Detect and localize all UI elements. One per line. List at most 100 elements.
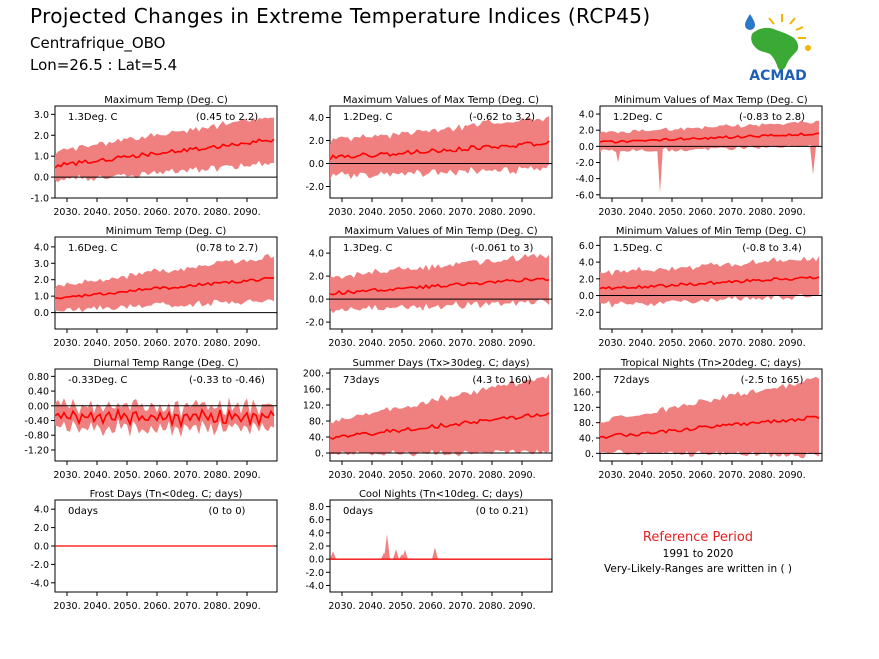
y-tick-label: 0.00 <box>28 401 49 412</box>
y-tick-label: -1.20 <box>24 445 49 456</box>
y-tick-label: 2.0 <box>309 136 324 147</box>
y-tick-label: 0.0 <box>34 542 49 553</box>
x-tick-label: 2090. <box>778 338 805 349</box>
x-tick-label: 2060. <box>418 338 445 349</box>
x-tick-label: 2060. <box>418 470 445 481</box>
y-tick-label: 2.0 <box>579 274 594 285</box>
y-tick-label: -2.0 <box>305 568 324 579</box>
chart-panel: -4.0 -2.0 0.0 2.0 4.0 2030. 2040. 2050. 2060. 207… <box>30 489 278 612</box>
y-tick-label: 6.0 <box>309 515 324 526</box>
raindrop-icon <box>745 14 755 30</box>
x-tick-label: 2040. <box>358 338 385 349</box>
likely-range-band <box>600 376 819 459</box>
chart-title: Minimum Values of Min Temp (Deg. C) <box>616 226 806 237</box>
x-tick-label: 2040. <box>83 470 110 481</box>
africa-map-logo: ACMAD <box>745 14 811 84</box>
x-tick-label: 2080. <box>748 207 775 218</box>
extreme-spike <box>330 551 336 560</box>
x-tick-label: 2080. <box>203 338 230 349</box>
x-tick-label: 2060. <box>143 470 170 481</box>
chart-panel: -2.0 0.0 2.0 4.0 6.0 2030. 2040. 2050. 2060. 2070… <box>575 226 823 349</box>
y-tick-label: 4.0 <box>579 258 594 269</box>
x-tick-label: 2050. <box>113 207 140 218</box>
x-tick-label: 2090. <box>508 338 535 349</box>
x-tick-label: 2030. <box>328 338 355 349</box>
x-tick-label: 2040. <box>358 601 385 612</box>
extreme-spike <box>657 146 663 194</box>
y-tick-label: 0.0 <box>309 159 324 170</box>
x-tick-label: 2070. <box>173 207 200 218</box>
y-tick-label: 4.0 <box>309 113 324 124</box>
y-tick-label: 40. <box>579 434 594 445</box>
y-tick-label: 2.0 <box>34 523 49 534</box>
y-tick-label: 2.0 <box>34 275 49 286</box>
y-tick-label: 200. <box>573 372 594 383</box>
x-tick-label: 2030. <box>598 207 625 218</box>
y-tick-label: 2.0 <box>579 126 594 137</box>
y-tick-label: 4.0 <box>309 528 324 539</box>
y-tick-label: 1.0 <box>34 152 49 163</box>
y-tick-label: 2.0 <box>309 272 324 283</box>
x-tick-label: 2070. <box>448 601 475 612</box>
y-tick-label: 0. <box>585 449 594 460</box>
x-tick-label: 2050. <box>658 470 685 481</box>
ensemble-mean-line <box>329 140 550 161</box>
x-tick-label: 2070. <box>448 207 475 218</box>
y-tick-label: -2.0 <box>305 318 324 329</box>
chart-title: Maximum Values of Max Temp (Deg. C) <box>343 95 539 106</box>
y-tick-label: 1.0 <box>34 292 49 303</box>
x-tick-label: 2030. <box>53 207 80 218</box>
x-tick-label: 2090. <box>233 207 260 218</box>
x-tick-label: 2070. <box>718 207 745 218</box>
mean-change-label: 1.3Deg. C <box>68 112 117 123</box>
likely-range-band <box>55 117 274 183</box>
x-tick-label: 2070. <box>173 470 200 481</box>
reference-period-title: Reference Period <box>642 530 754 545</box>
x-tick-label: 2050. <box>113 338 140 349</box>
x-tick-label: 2080. <box>748 338 775 349</box>
x-tick-label: 2050. <box>388 207 415 218</box>
x-tick-label: 2080. <box>203 601 230 612</box>
y-tick-label: 160. <box>303 385 324 396</box>
chart-title: Tropical Nights (Tn>20deg. C; days) <box>620 358 801 369</box>
x-tick-label: 2050. <box>658 338 685 349</box>
extreme-spike <box>393 549 399 560</box>
x-tick-label: 2080. <box>203 207 230 218</box>
ensemble-mean-line <box>329 412 550 440</box>
x-tick-label: 2060. <box>418 601 445 612</box>
chart-title: Maximum Values of Min Temp (Deg. C) <box>344 226 537 237</box>
likely-range-label: (-0.8 to 3.4) <box>742 243 802 254</box>
mean-change-label: 1.2Deg. C <box>613 112 662 123</box>
x-tick-label: 2040. <box>83 207 110 218</box>
likely-range-label: (0 to 0.21) <box>476 506 529 517</box>
x-tick-label: 2040. <box>83 601 110 612</box>
chart-panel: 0. 40. 80. 120. 160. 200. 2030. 2040. 2050. 2060.… <box>573 358 823 481</box>
ensemble-mean-line <box>599 132 820 144</box>
chart-title: Summer Days (Tx>30deg. C; days) <box>352 358 529 369</box>
plot-frame <box>599 105 823 199</box>
x-tick-label: 2070. <box>448 470 475 481</box>
y-tick-label: 0.0 <box>34 308 49 319</box>
x-tick-label: 2080. <box>203 470 230 481</box>
x-tick-label: 2070. <box>173 338 200 349</box>
x-tick-label: 2030. <box>328 470 355 481</box>
y-tick-label: 0.0 <box>579 291 594 302</box>
x-tick-label: 2030. <box>328 601 355 612</box>
y-tick-label: -4.0 <box>305 581 324 592</box>
x-tick-label: 2070. <box>718 470 745 481</box>
x-tick-label: 2030. <box>328 207 355 218</box>
y-tick-label: 4.0 <box>34 505 49 516</box>
y-tick-label: 120. <box>303 401 324 412</box>
x-tick-label: 2040. <box>628 207 655 218</box>
y-tick-label: 2.0 <box>34 131 49 142</box>
likely-range-band <box>55 254 274 313</box>
x-tick-label: 2090. <box>233 601 260 612</box>
range-note: Very-Likely-Ranges are written in ( ) <box>604 563 792 575</box>
x-tick-label: 2080. <box>478 601 505 612</box>
ensemble-mean-line <box>54 407 275 429</box>
x-tick-label: 2090. <box>508 470 535 481</box>
y-tick-label: -2.0 <box>575 158 594 169</box>
y-tick-label: -0.80 <box>24 431 49 442</box>
